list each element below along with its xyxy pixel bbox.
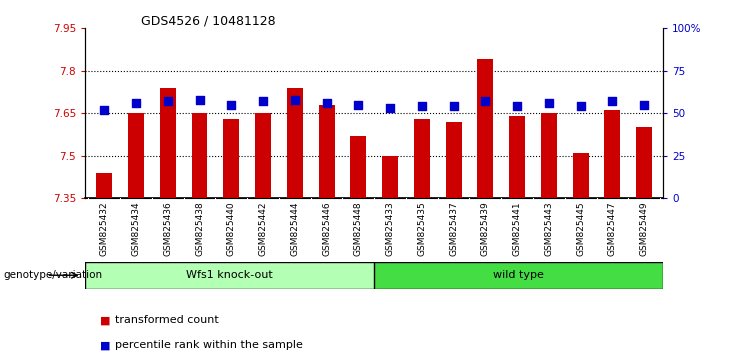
Text: GSM825448: GSM825448 [353,201,363,256]
Text: transformed count: transformed count [115,315,219,325]
Point [353,102,365,108]
Text: GSM825438: GSM825438 [195,201,204,256]
Text: GSM825442: GSM825442 [259,201,268,256]
Text: GSM825445: GSM825445 [576,201,585,256]
Text: GSM825432: GSM825432 [100,201,109,256]
Point [162,98,173,104]
Text: GSM825446: GSM825446 [322,201,331,256]
Point [479,98,491,104]
Text: percentile rank within the sample: percentile rank within the sample [115,340,303,350]
Text: GSM825441: GSM825441 [513,201,522,256]
Point [416,104,428,109]
Bar [477,59,494,198]
Text: GSM825434: GSM825434 [131,201,141,256]
Bar [382,156,398,198]
Text: GSM825436: GSM825436 [163,201,173,256]
Bar [605,110,620,198]
Bar [541,113,556,198]
Point [289,97,301,103]
Point [448,104,459,109]
Point [575,104,587,109]
Point [193,97,205,103]
Bar [414,119,430,198]
Bar [445,122,462,198]
Bar [160,88,176,198]
Point [638,102,650,108]
Text: GSM825443: GSM825443 [545,201,554,256]
Text: GSM825439: GSM825439 [481,201,490,256]
Text: GSM825444: GSM825444 [290,201,299,256]
Text: GSM825433: GSM825433 [385,201,395,256]
Bar [192,113,207,198]
Text: ■: ■ [100,340,110,350]
Text: wild type: wild type [494,270,544,280]
Bar [637,127,652,198]
Bar [255,113,271,198]
Point [543,100,555,106]
Text: GDS4526 / 10481128: GDS4526 / 10481128 [141,14,276,27]
Text: ■: ■ [100,315,110,325]
Text: genotype/variation: genotype/variation [4,270,103,280]
Bar [128,113,144,198]
Bar [223,119,239,198]
Text: Wfs1 knock-out: Wfs1 knock-out [186,270,273,280]
Text: GSM825437: GSM825437 [449,201,458,256]
Point [225,102,237,108]
Bar [573,153,588,198]
Text: GSM825440: GSM825440 [227,201,236,256]
Point [606,98,618,104]
Text: GSM825449: GSM825449 [639,201,648,256]
Point [384,105,396,111]
Text: GSM825447: GSM825447 [608,201,617,256]
Bar [319,105,334,198]
Point [511,104,523,109]
Bar [287,88,303,198]
Point [257,98,269,104]
Bar [96,173,112,198]
Bar [350,136,366,198]
Bar [374,262,663,289]
Bar [509,116,525,198]
Point [99,107,110,113]
Text: GSM825435: GSM825435 [417,201,426,256]
Point [321,100,333,106]
Point [130,100,142,106]
Bar [85,262,374,289]
